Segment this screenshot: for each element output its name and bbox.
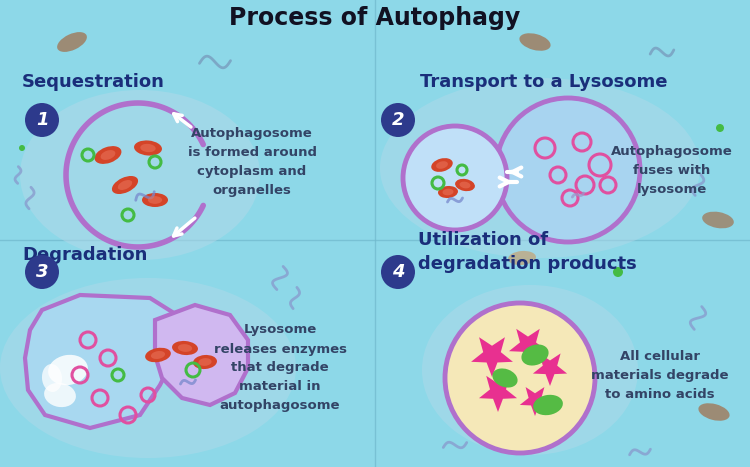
Ellipse shape: [380, 78, 700, 258]
Ellipse shape: [508, 251, 536, 265]
Ellipse shape: [520, 33, 550, 51]
Ellipse shape: [698, 403, 730, 421]
Ellipse shape: [140, 144, 156, 152]
Ellipse shape: [172, 341, 198, 355]
Text: Process of Autophagy: Process of Autophagy: [230, 6, 520, 30]
Polygon shape: [471, 337, 513, 377]
Ellipse shape: [431, 158, 453, 172]
Text: Transport to a Lysosome: Transport to a Lysosome: [420, 73, 668, 91]
Text: Degradation: Degradation: [22, 246, 147, 264]
Ellipse shape: [442, 189, 454, 195]
Ellipse shape: [151, 351, 165, 359]
Ellipse shape: [178, 344, 192, 352]
Text: Sequestration: Sequestration: [22, 73, 165, 91]
Ellipse shape: [533, 395, 562, 415]
Polygon shape: [520, 387, 550, 416]
Circle shape: [25, 255, 59, 289]
Circle shape: [613, 267, 623, 277]
Polygon shape: [479, 376, 517, 412]
Circle shape: [403, 126, 507, 230]
Text: Lysosome
releases enzymes
that degrade
material in
autophagosome: Lysosome releases enzymes that degrade m…: [214, 324, 346, 412]
Text: Autophagosome
fuses with
lysosome: Autophagosome fuses with lysosome: [611, 144, 733, 196]
Ellipse shape: [455, 179, 475, 191]
Ellipse shape: [20, 90, 260, 260]
Text: 1: 1: [36, 111, 48, 129]
Ellipse shape: [0, 278, 296, 458]
Circle shape: [381, 255, 415, 289]
Ellipse shape: [422, 285, 638, 455]
Ellipse shape: [42, 364, 62, 392]
Ellipse shape: [702, 212, 734, 228]
Ellipse shape: [438, 186, 458, 198]
Circle shape: [496, 98, 640, 242]
Text: Autophagosome
is formed around
cytoplasm and
organelles: Autophagosome is formed around cytoplasm…: [188, 127, 316, 197]
Polygon shape: [155, 305, 248, 405]
Polygon shape: [25, 295, 185, 428]
Circle shape: [19, 145, 25, 151]
Ellipse shape: [460, 182, 470, 188]
Ellipse shape: [57, 32, 87, 52]
Ellipse shape: [44, 383, 76, 407]
Text: Utilization of
degradation products: Utilization of degradation products: [418, 231, 637, 273]
Ellipse shape: [142, 193, 168, 207]
Ellipse shape: [134, 141, 162, 156]
Circle shape: [25, 103, 59, 137]
Ellipse shape: [112, 176, 138, 194]
Text: 3: 3: [36, 263, 48, 281]
Ellipse shape: [193, 355, 217, 369]
Ellipse shape: [100, 150, 116, 160]
Circle shape: [716, 124, 724, 132]
Text: 4: 4: [392, 263, 404, 281]
Ellipse shape: [493, 368, 517, 388]
Text: 2: 2: [392, 111, 404, 129]
Polygon shape: [533, 354, 567, 386]
Ellipse shape: [199, 358, 211, 366]
Circle shape: [445, 303, 595, 453]
Ellipse shape: [118, 180, 132, 190]
Text: All cellular
materials degrade
to amino acids: All cellular materials degrade to amino …: [591, 349, 729, 401]
Ellipse shape: [148, 196, 162, 204]
Polygon shape: [509, 329, 547, 365]
Ellipse shape: [48, 355, 88, 385]
Circle shape: [381, 103, 415, 137]
Ellipse shape: [436, 161, 448, 169]
Ellipse shape: [521, 345, 548, 366]
Ellipse shape: [94, 146, 122, 164]
Ellipse shape: [146, 348, 171, 362]
